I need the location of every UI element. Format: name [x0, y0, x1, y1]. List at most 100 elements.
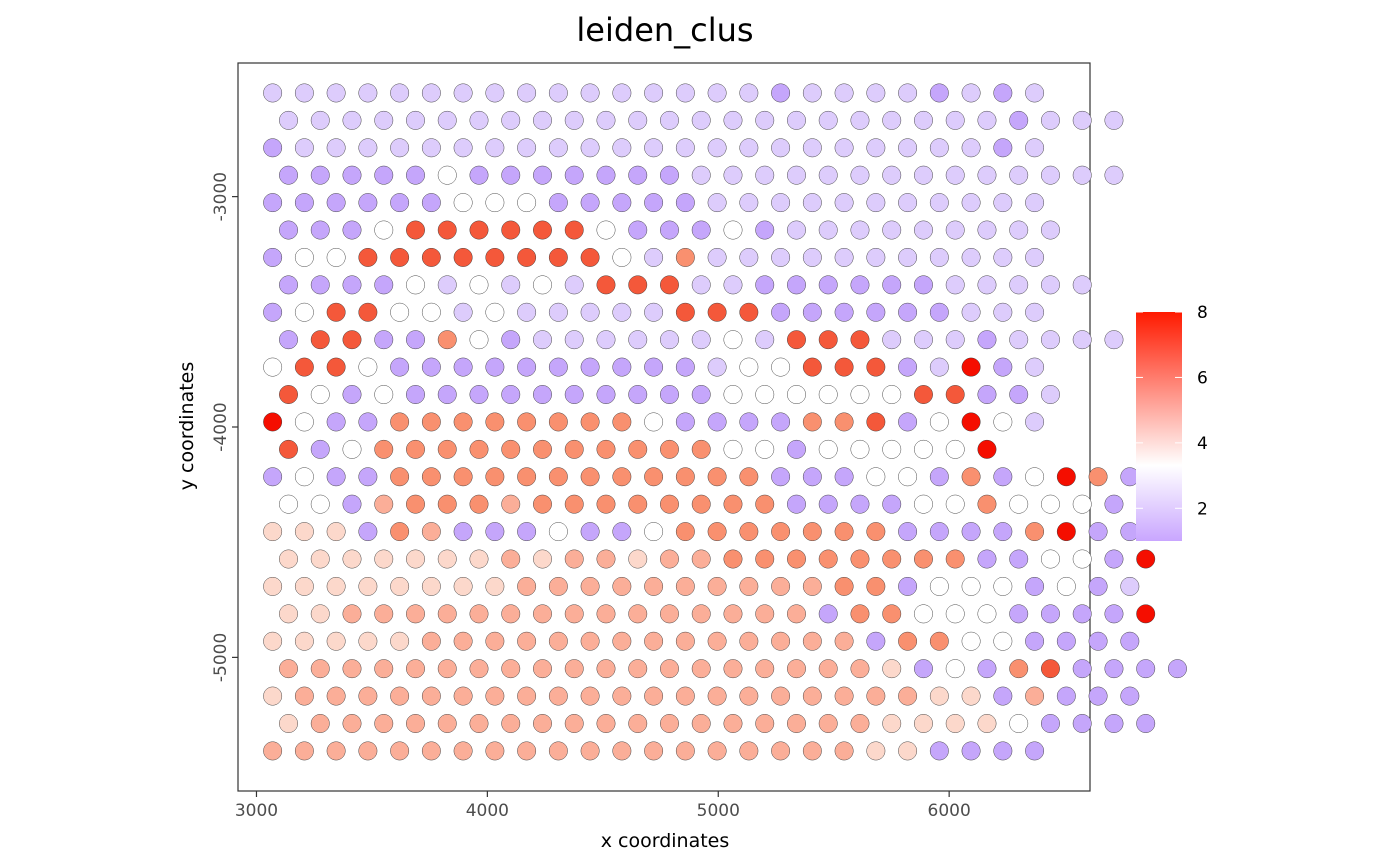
- x-tick-label: 6000: [928, 801, 971, 821]
- data-point: [310, 110, 330, 130]
- data-point: [644, 248, 664, 267]
- data-point: [279, 275, 298, 295]
- data-point: [533, 494, 552, 514]
- data-point: [675, 302, 695, 322]
- colorbar-tick-label: 6: [1197, 368, 1208, 388]
- data-point: [421, 741, 441, 761]
- data-point: [279, 494, 298, 514]
- data-point: [517, 412, 537, 432]
- data-point: [660, 604, 679, 624]
- data-point: [517, 576, 537, 596]
- data-point: [469, 110, 489, 130]
- data-point: [707, 357, 727, 377]
- data-point: [1009, 110, 1029, 130]
- x-axis-title: x coordinates: [601, 830, 730, 852]
- data-point: [755, 659, 775, 679]
- data-point: [374, 494, 394, 514]
- y-tick-label: -5000: [211, 633, 231, 682]
- data-point: [596, 275, 616, 295]
- data-point: [596, 714, 616, 733]
- data-point: [263, 741, 283, 761]
- data-point: [961, 138, 981, 158]
- data-point: [866, 83, 886, 103]
- data-point: [533, 330, 552, 350]
- data-point: [326, 467, 346, 487]
- data-point: [850, 275, 870, 295]
- data-point: [580, 302, 600, 322]
- data-point: [548, 138, 568, 158]
- data-point: [1104, 659, 1124, 679]
- data-point: [310, 604, 330, 624]
- data-point: [564, 385, 584, 404]
- data-point: [993, 576, 1013, 596]
- data-point: [294, 138, 314, 158]
- data-point: [279, 110, 298, 130]
- data-point: [834, 248, 854, 267]
- data-point: [1088, 467, 1108, 487]
- data-point: [898, 83, 918, 103]
- data-point: [802, 686, 822, 706]
- data-point: [1009, 165, 1029, 185]
- data-point: [406, 220, 425, 240]
- data-point: [882, 439, 902, 459]
- data-point: [342, 549, 362, 569]
- data-point: [294, 193, 314, 213]
- data-point: [818, 220, 838, 240]
- data-point: [628, 220, 648, 240]
- data-point: [802, 467, 822, 487]
- data-point: [406, 659, 425, 679]
- data-point: [263, 193, 283, 213]
- data-point: [596, 604, 616, 624]
- data-point: [914, 604, 933, 624]
- data-point: [977, 220, 997, 240]
- data-point: [1072, 165, 1092, 185]
- data-point: [866, 467, 886, 487]
- data-point: [453, 576, 473, 596]
- data-point: [929, 522, 949, 542]
- data-point: [755, 330, 775, 350]
- data-point: [596, 385, 616, 404]
- data-point: [660, 385, 679, 404]
- data-point: [580, 357, 600, 377]
- data-point: [929, 741, 949, 761]
- colorbar-tick-label: 4: [1197, 434, 1208, 454]
- data-point: [406, 165, 425, 185]
- data-point: [279, 330, 298, 350]
- data-point: [993, 138, 1013, 158]
- data-point: [294, 357, 314, 377]
- data-point: [675, 522, 695, 542]
- data-point: [326, 522, 346, 542]
- data-point: [866, 302, 886, 322]
- data-point: [834, 467, 854, 487]
- data-point: [1056, 631, 1076, 651]
- data-point: [739, 193, 759, 213]
- data-point: [898, 631, 918, 651]
- data-point: [929, 138, 949, 158]
- data-point: [1025, 248, 1045, 267]
- data-point: [453, 248, 473, 267]
- data-point: [390, 193, 410, 213]
- data-point: [707, 138, 727, 158]
- data-point: [691, 110, 711, 130]
- data-point: [882, 659, 902, 679]
- data-point: [660, 659, 679, 679]
- data-point: [628, 165, 648, 185]
- data-point: [644, 357, 664, 377]
- data-point: [691, 275, 711, 295]
- data-point: [358, 741, 378, 761]
- data-point: [929, 412, 949, 432]
- data-point: [612, 412, 632, 432]
- data-point: [834, 522, 854, 542]
- data-point: [612, 248, 632, 267]
- data-point: [802, 248, 822, 267]
- data-point: [739, 522, 759, 542]
- data-point: [1136, 659, 1156, 679]
- data-point: [279, 385, 298, 404]
- data-point: [675, 248, 695, 267]
- data-point: [501, 330, 521, 350]
- data-point: [342, 330, 362, 350]
- data-point: [501, 549, 521, 569]
- data-point: [501, 494, 521, 514]
- data-point: [723, 165, 743, 185]
- data-point: [596, 549, 616, 569]
